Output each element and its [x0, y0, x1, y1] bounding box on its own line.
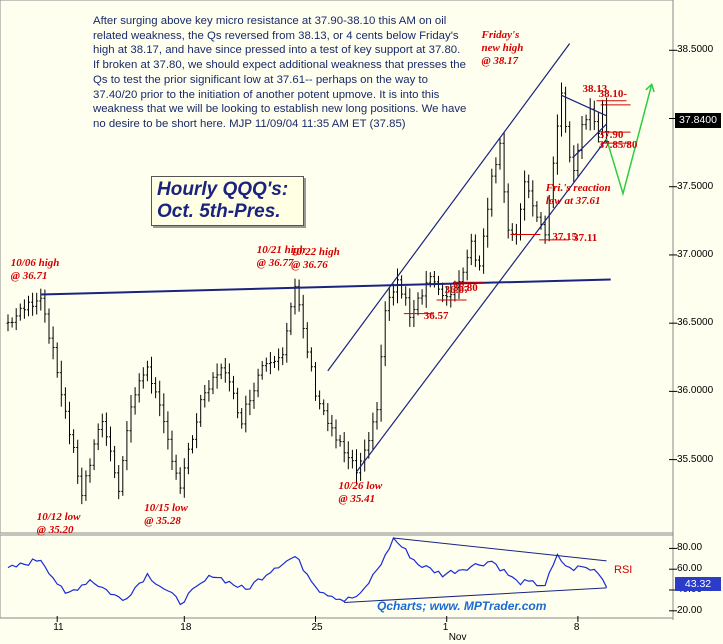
chart-title-line-1: Hourly QQQ's:: [157, 179, 289, 200]
commentary-text: After surging above key micro resistance…: [93, 15, 467, 130]
projection-path: [605, 84, 653, 197]
price-level-label: 37.90: [598, 129, 624, 142]
annotation-line: 10/21 high: [256, 244, 306, 257]
chart-title-box: Hourly QQQ's: Oct. 5th-Pres.: [151, 176, 304, 226]
chart-title-line-2: Oct. 5th-Pres.: [157, 201, 281, 222]
annotation-line: @ 36.77: [256, 257, 294, 270]
trendline-wedge-top: [561, 94, 607, 117]
annotation-line: @ 36.71: [10, 269, 48, 282]
rsi-axis-label: 60.00: [677, 563, 703, 575]
price-axis-label: 38.5000: [677, 44, 714, 56]
rsi-trendline: [344, 587, 607, 603]
price-annotation: 10/22 high @ 36.76: [291, 246, 340, 272]
annotation-line: 10/12 low: [36, 510, 81, 523]
annotation-line: @ 35.41: [338, 492, 376, 505]
annotation-line: 10/22 high: [291, 245, 340, 258]
annotation-line: Fri.'s reaction: [545, 181, 611, 194]
annotation-line: @ 36.76: [291, 258, 328, 271]
price-axis-label: 37.5000: [677, 180, 714, 192]
price-annotation: 10/15 low @ 35.28: [144, 502, 188, 528]
annotation-line: Friday's: [481, 29, 520, 42]
annotation-line: @ 38.17: [481, 55, 519, 68]
trendline-channel-upper: [327, 43, 571, 372]
last-price-badge: 37.8400: [675, 113, 721, 128]
price-annotation: 10/06 high @ 36.71: [11, 257, 60, 283]
price-axis-label: 35.5000: [677, 453, 714, 465]
rsi-axis-label: 20.00: [677, 604, 703, 616]
price-level-label: 36.80: [453, 282, 478, 295]
annotation-line: 10/15 low: [144, 501, 188, 514]
rsi-panel-frame: [0, 534, 674, 619]
price-axis-label: 37.0000: [677, 248, 714, 260]
price-annotation: Fri.'s reaction low at 37.61: [546, 182, 611, 208]
price-axis-label: 36.0000: [677, 385, 714, 397]
price-level-label: 36.67: [444, 283, 470, 296]
projection-arrowhead: [645, 83, 655, 93]
price-level-label: 37.11: [573, 231, 598, 244]
x-axis-label: 25: [311, 622, 323, 633]
price-annotation: 10/26 low @ 35.41: [339, 480, 383, 506]
x-axis-month-label: Nov: [448, 632, 467, 643]
annotation-line: 10/06 high: [10, 256, 60, 269]
annotation-line: 10/26 low: [338, 479, 383, 492]
price-level-label: 38.13: [582, 82, 608, 95]
x-axis-label: 1: [442, 622, 449, 633]
price-level-label: 36.57: [423, 309, 449, 322]
x-axis-label: 18: [180, 622, 192, 633]
rsi-value-badge: 43.32: [675, 577, 721, 591]
price-axis-label: 36.5000: [677, 317, 714, 329]
price-annotation: 10/21 high @ 36.77: [257, 244, 306, 270]
rsi-axis-label: 80.00: [677, 542, 703, 554]
price-annotation: Friday's new high @ 38.17: [482, 29, 524, 68]
price-annotation: 10/12 low @ 35.20: [37, 511, 81, 537]
annotation-line: new high: [481, 42, 524, 55]
trendline-wedge-bottom: [573, 123, 608, 158]
price-level-label: 37.85/80: [598, 139, 638, 152]
annotation-line: low at 37.61: [545, 194, 601, 207]
x-axis-label: 8: [573, 622, 580, 633]
price-level-label: 37.15: [552, 231, 578, 244]
annotation-line: @ 35.28: [144, 514, 181, 527]
rsi-series-label: RSI: [614, 564, 633, 576]
x-axis-label: 11: [53, 622, 64, 633]
rsi-line: [7, 536, 608, 606]
trendline-horizontal: [40, 278, 611, 296]
rsi-trendline: [393, 537, 607, 562]
trendline-channel-lower: [356, 138, 608, 473]
annotation-line: @ 35.20: [36, 523, 74, 536]
price-level-label: 38.10-: [598, 87, 628, 100]
chart-credit: Qcharts; www. MPTrader.com: [377, 599, 547, 613]
